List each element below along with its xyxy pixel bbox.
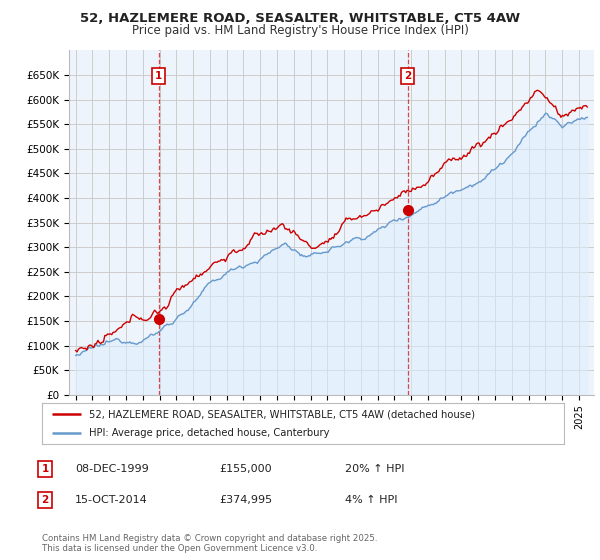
Text: 20% ↑ HPI: 20% ↑ HPI	[345, 464, 404, 474]
Text: 2: 2	[404, 71, 411, 81]
Text: Price paid vs. HM Land Registry's House Price Index (HPI): Price paid vs. HM Land Registry's House …	[131, 24, 469, 37]
Text: HPI: Average price, detached house, Canterbury: HPI: Average price, detached house, Cant…	[89, 428, 329, 438]
Text: 1: 1	[155, 71, 162, 81]
Text: 15-OCT-2014: 15-OCT-2014	[75, 495, 148, 505]
Text: 52, HAZLEMERE ROAD, SEASALTER, WHITSTABLE, CT5 4AW (detached house): 52, HAZLEMERE ROAD, SEASALTER, WHITSTABL…	[89, 409, 475, 419]
Text: 2: 2	[41, 495, 49, 505]
Text: 52, HAZLEMERE ROAD, SEASALTER, WHITSTABLE, CT5 4AW: 52, HAZLEMERE ROAD, SEASALTER, WHITSTABL…	[80, 12, 520, 25]
Text: 4% ↑ HPI: 4% ↑ HPI	[345, 495, 398, 505]
Text: Contains HM Land Registry data © Crown copyright and database right 2025.
This d: Contains HM Land Registry data © Crown c…	[42, 534, 377, 553]
Text: £374,995: £374,995	[219, 495, 272, 505]
Text: £155,000: £155,000	[219, 464, 272, 474]
Text: 08-DEC-1999: 08-DEC-1999	[75, 464, 149, 474]
Text: 1: 1	[41, 464, 49, 474]
